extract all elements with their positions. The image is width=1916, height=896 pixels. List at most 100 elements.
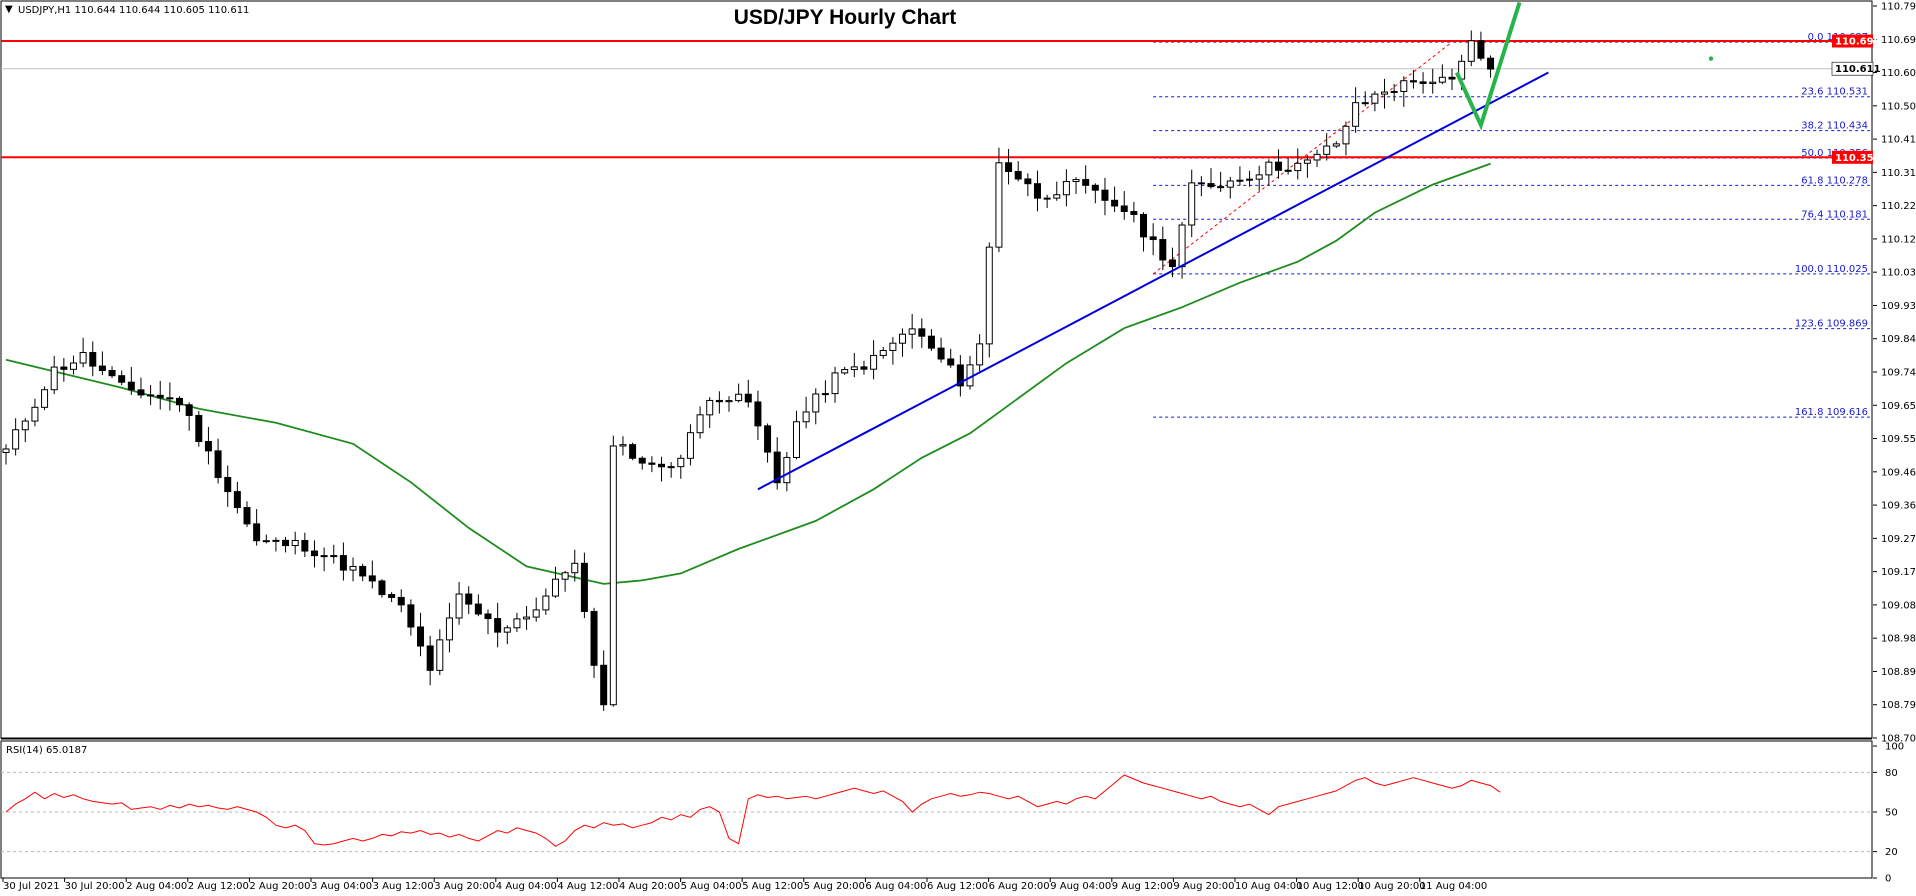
candles <box>2 30 1495 711</box>
rsi-label: RSI(14) 65.0187 <box>6 745 87 756</box>
collapse-triangle-icon[interactable]: ▼ <box>5 4 13 15</box>
candle-body <box>195 414 203 442</box>
candle-body <box>1188 182 1196 226</box>
candle-body <box>1448 76 1456 80</box>
candle-body <box>474 603 482 615</box>
horizontal-levels <box>1 40 1873 159</box>
time-tick-label: 3 Aug 04:00 <box>311 881 372 892</box>
rsi-line <box>5 774 1501 847</box>
candle-body <box>1400 80 1408 92</box>
price-tick-label: 108.795 <box>1881 700 1916 711</box>
candle-body <box>98 365 106 372</box>
chart-title: USD/JPY Hourly Chart <box>734 6 957 29</box>
candle-body <box>455 593 463 619</box>
time-tick-label: 2 Aug 04:00 <box>126 881 187 892</box>
candle-body <box>1024 178 1032 185</box>
time-tick-label: 9 Aug 12:00 <box>1112 881 1173 892</box>
candle-body <box>619 444 627 447</box>
symbol-header: USDJPY,H1 110.644 110.644 110.605 110.61… <box>18 5 249 16</box>
candle-body <box>590 610 598 666</box>
time-tick-label: 2 Aug 12:00 <box>188 881 249 892</box>
candle-body <box>233 491 241 509</box>
candle-body <box>995 162 1003 248</box>
candle-body <box>648 462 656 465</box>
candle-body <box>282 539 290 547</box>
candle-body <box>484 613 492 620</box>
candle-body <box>677 457 685 468</box>
candle-body <box>667 466 675 469</box>
time-tick-label: 30 Jul 20:00 <box>65 881 125 892</box>
candle-body <box>542 595 550 611</box>
candle-body <box>1091 184 1099 191</box>
candle-body <box>465 593 473 605</box>
candle-body <box>918 328 926 337</box>
candle-body <box>1033 183 1041 199</box>
candle-body <box>735 393 743 402</box>
sma-line <box>5 162 1491 585</box>
price-tick-label: 109.365 <box>1881 501 1916 512</box>
level-price-tag-label: 110.690 <box>1835 37 1881 48</box>
candle-body <box>1303 159 1311 164</box>
time-tick-label: 5 Aug 12:00 <box>742 881 803 892</box>
candle-body <box>41 389 49 408</box>
candle-body <box>224 476 232 493</box>
time-tick-label: 6 Aug 04:00 <box>865 881 926 892</box>
candle-body <box>301 540 309 552</box>
candle-body <box>879 350 887 356</box>
candle-body <box>1487 57 1495 70</box>
candle-body <box>1130 211 1138 215</box>
candle-body <box>744 393 752 403</box>
rsi-tick-label: 20 <box>1885 847 1898 858</box>
candle-body <box>513 618 521 629</box>
candle-body <box>1168 259 1176 268</box>
candle-body <box>725 400 733 403</box>
rsi-indicator: 100 80 50 20 0 <box>1 742 1904 885</box>
projection-arrow-group <box>1454 1 1714 131</box>
candle-body <box>1014 170 1022 180</box>
candle-body <box>571 562 579 574</box>
candle-body <box>937 347 945 360</box>
candle-body <box>12 429 20 450</box>
candle-body <box>1226 180 1234 188</box>
candle-body <box>1197 182 1205 185</box>
candle-body <box>204 440 212 452</box>
candle-body <box>1207 183 1215 188</box>
candle-body <box>388 594 396 598</box>
candle-body <box>1274 161 1282 171</box>
candle-body <box>1313 153 1321 161</box>
time-tick-label: 5 Aug 04:00 <box>681 881 742 892</box>
sma-line-group <box>5 162 1491 585</box>
price-tick-label: 109.460 <box>1881 467 1916 478</box>
candle-body <box>253 523 261 542</box>
candle-body <box>1438 76 1446 83</box>
candle-body <box>1371 93 1379 104</box>
candle-body <box>310 550 318 557</box>
rsi-tick-label: 0 <box>1885 874 1891 885</box>
fib-level-label: 76.4 110.181 <box>1801 209 1868 220</box>
candle-body <box>1265 161 1273 176</box>
candle-body <box>262 540 270 543</box>
candle-body <box>1178 224 1186 268</box>
candle-body <box>1159 239 1167 261</box>
candle-body <box>561 572 569 580</box>
candle-body <box>976 343 984 366</box>
candle-body <box>908 328 916 335</box>
candle-body <box>214 450 222 478</box>
candle-body <box>523 616 531 620</box>
candle-body <box>947 358 955 366</box>
price-tick-label: 110.410 <box>1881 135 1916 146</box>
candle-body <box>243 507 251 525</box>
candle-body <box>532 609 540 618</box>
candle-body <box>89 352 97 367</box>
candle-body <box>137 389 145 396</box>
candle-body <box>1111 199 1119 207</box>
candle-body <box>927 335 935 349</box>
current-price-tag-box <box>1831 61 1874 76</box>
candle-body <box>397 596 405 606</box>
current-price-tag-label: 110.611 <box>1835 64 1881 75</box>
price-tick-label: 109.840 <box>1881 334 1916 345</box>
candle-body <box>50 366 58 391</box>
candle-body <box>330 555 338 558</box>
fib-level-label: 100.0 110.025 <box>1795 264 1868 275</box>
